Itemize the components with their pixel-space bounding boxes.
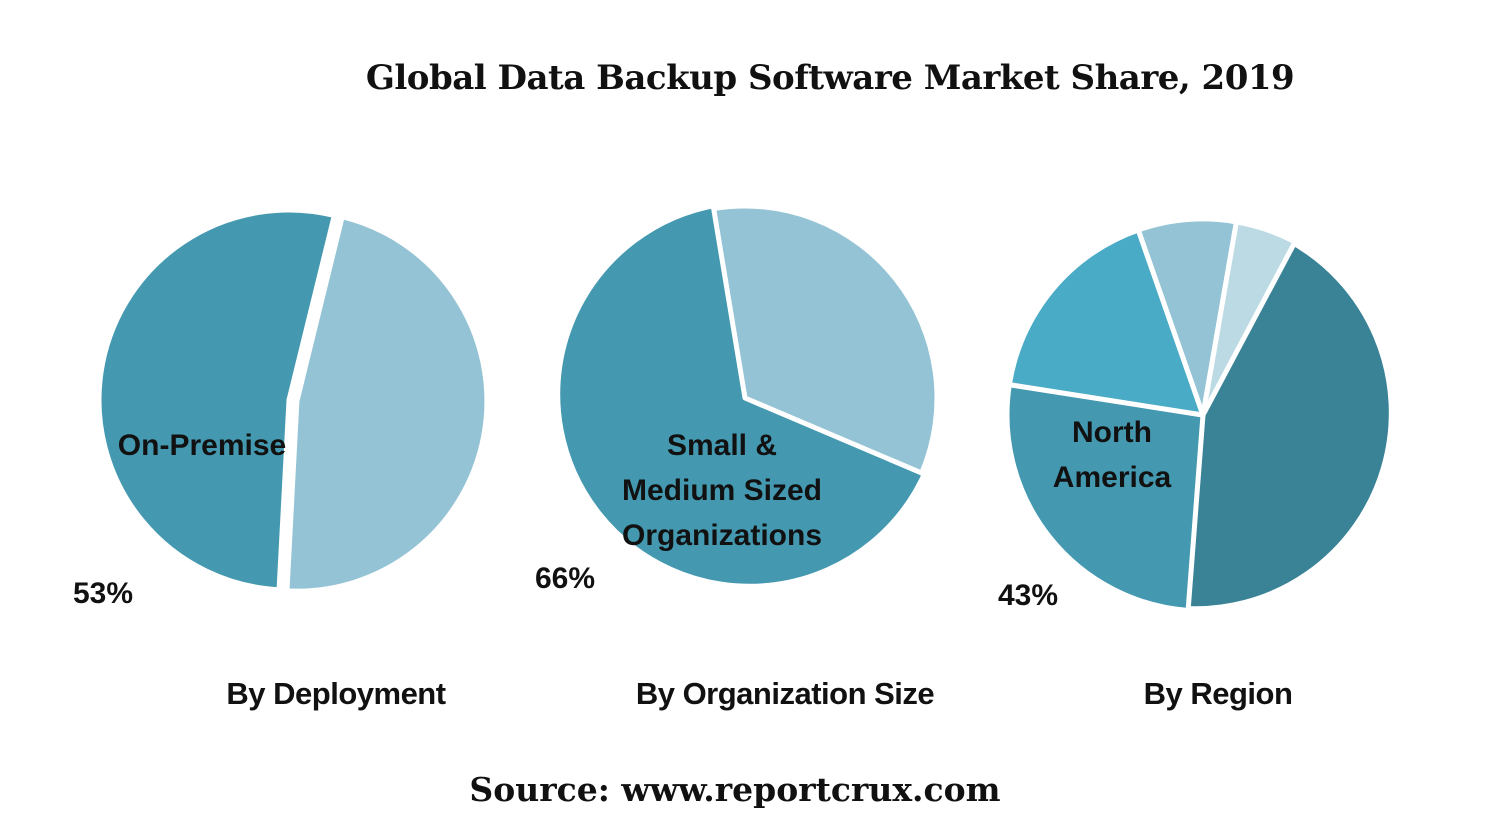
pie-slice-deployment-0 (96, 207, 337, 593)
chart-caption-organization-size: By Organization Size (635, 676, 935, 711)
value-label-region: 43% (998, 579, 1058, 612)
slice-label-organization-size: Small & Medium Sized Organizations (622, 429, 822, 552)
pie-slice-organization-size-1 (711, 203, 940, 476)
slice-label-deployment: On-Premise (118, 429, 286, 462)
pie-slice-region-1 (1004, 382, 1206, 613)
value-label-organization-size: 66% (535, 562, 595, 595)
chart-caption-deployment: By Deployment (226, 676, 446, 711)
source-note: Source: www.reportcrux.com (469, 770, 1001, 809)
slice-label-region: North America (1053, 416, 1172, 494)
chart-caption-region: By Region (1143, 676, 1293, 711)
pie-slice-region-4 (1200, 219, 1298, 418)
pie-slice-region-0 (1177, 237, 1394, 612)
pie-slice-region-2 (1006, 227, 1206, 418)
value-label-deployment: 53% (73, 577, 133, 610)
page-title: Global Data Backup Software Market Share… (365, 58, 1295, 98)
pie-slice-deployment-1 (284, 214, 490, 594)
